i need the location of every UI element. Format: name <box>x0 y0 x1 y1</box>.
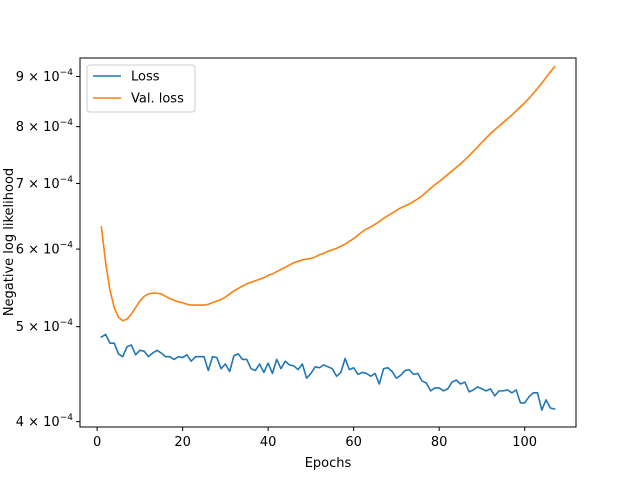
x-tick-label: 60 <box>345 435 362 450</box>
x-axis-label: Epochs <box>305 456 352 471</box>
x-tick-label: 0 <box>93 435 101 450</box>
axes-frame <box>79 57 577 428</box>
y-axis-label: Negative log likelihood <box>2 168 17 316</box>
series-line-loss <box>100 333 556 411</box>
x-tick-label: 40 <box>260 435 277 450</box>
legend-label-loss: Loss <box>131 70 160 85</box>
y-axis-ticks: 4 × 10−4 5 × 10−4 6 × 10−4 7 × 10−4 8 × 10−4… <box>16 68 80 430</box>
legend: Loss Val. loss <box>86 64 196 113</box>
x-tick-label: 20 <box>174 435 191 450</box>
x-tick-label: 100 <box>512 435 537 450</box>
y-tick-label: 5 × 10−4 <box>16 318 74 335</box>
y-tick-label: 6 × 10−4 <box>16 241 74 258</box>
x-axis-ticks: 0 20 40 60 80 100 <box>93 427 537 450</box>
y-tick-label: 9 × 10−4 <box>16 68 74 85</box>
legend-label-val-loss: Val. loss <box>131 92 184 107</box>
y-tick-label: 7 × 10−4 <box>16 175 74 192</box>
y-tick-label: 8 × 10−4 <box>16 118 74 135</box>
plot-lines <box>100 65 556 411</box>
x-tick-label: 80 <box>431 435 448 450</box>
y-tick-label: 4 × 10−4 <box>16 413 74 430</box>
series-line-val-loss <box>100 65 556 322</box>
